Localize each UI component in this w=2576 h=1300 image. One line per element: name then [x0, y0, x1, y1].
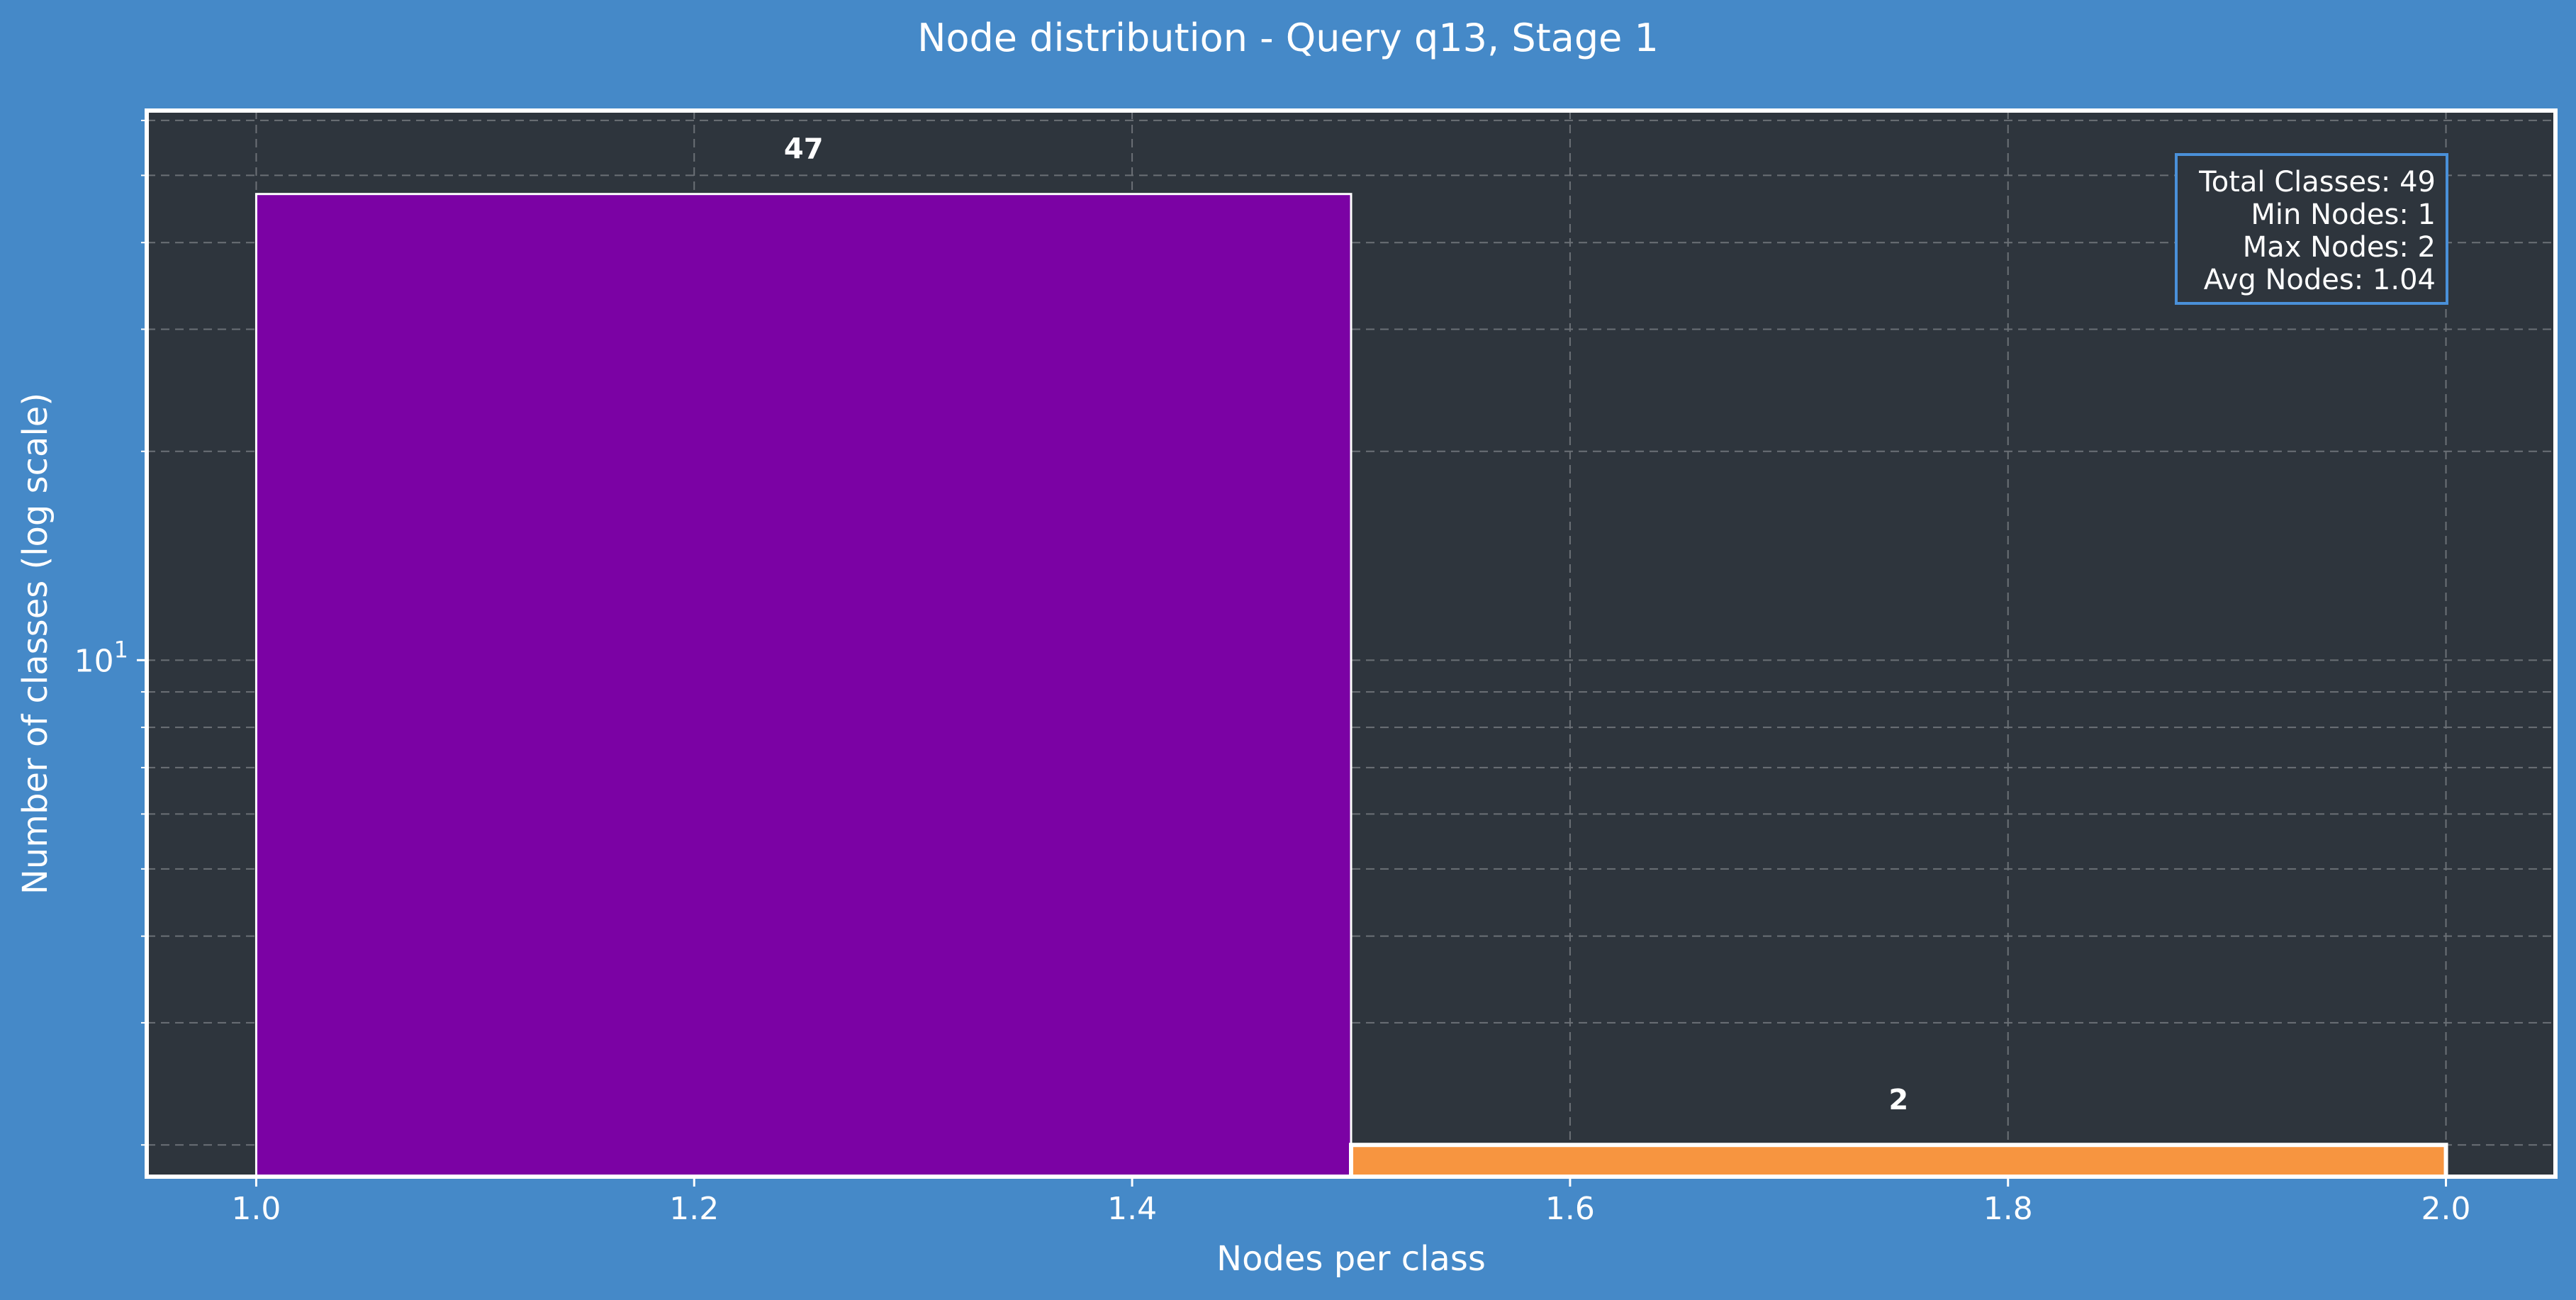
bar-value-label: 47 — [784, 133, 824, 166]
y-tick-label: 101 — [74, 636, 128, 679]
y-axis-label: Number of classes (log scale) — [16, 393, 55, 895]
x-axis-label: Nodes per class — [1216, 1239, 1486, 1279]
x-tick-label: 1.0 — [231, 1191, 281, 1227]
x-tick-label: 1.2 — [669, 1191, 719, 1227]
bar-47 — [254, 193, 1353, 1178]
stats-box: Total Classes: 49 Min Nodes: 1 Max Nodes… — [2175, 153, 2448, 305]
x-tick-label: 1.8 — [1983, 1191, 2033, 1227]
stats-avg-nodes: Avg Nodes: 1.04 — [2204, 264, 2436, 296]
x-tick-label: 1.6 — [1545, 1191, 1595, 1227]
chart-title: Node distribution - Query q13, Stage 1 — [917, 16, 1659, 60]
bars — [254, 193, 2448, 1179]
stats-total-classes: Total Classes: 49 — [2198, 166, 2436, 198]
x-tick-label: 1.4 — [1107, 1191, 1157, 1227]
bar-value-label: 2 — [1888, 1084, 1908, 1116]
axes-frame — [145, 108, 2558, 1179]
stats-min-nodes: Min Nodes: 1 — [2251, 198, 2436, 231]
bar-value-labels: 47 2 — [784, 133, 1908, 1117]
axis-ticks: 1.0 1.2 1.4 1.6 1.8 2.0 101 — [74, 119, 2471, 1227]
stats-box-border — [2175, 153, 2448, 305]
x-tick-label: 2.0 — [2421, 1191, 2471, 1227]
bar-2 — [1349, 1143, 2448, 1179]
stats-max-nodes: Max Nodes: 2 — [2243, 231, 2436, 264]
